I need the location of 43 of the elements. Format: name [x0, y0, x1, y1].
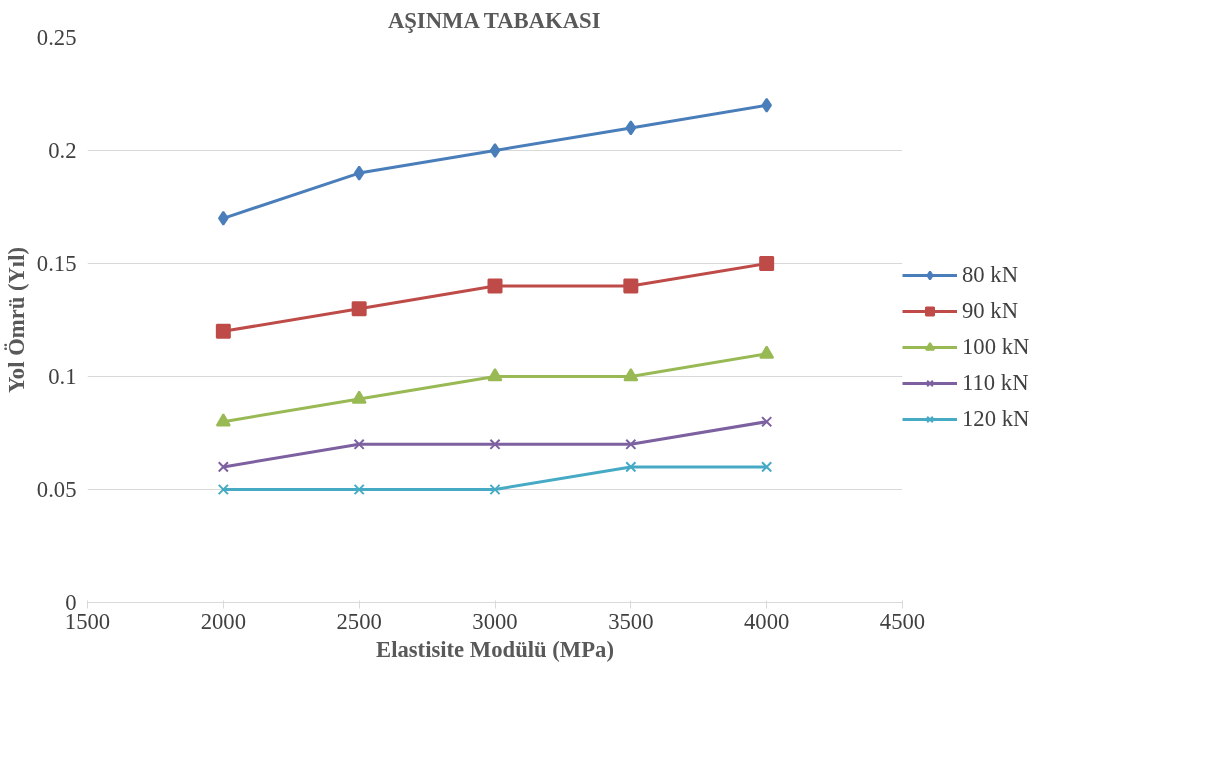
point	[759, 256, 775, 271]
y-tick-label: 0.15	[36, 251, 77, 276]
y-tick-label: 0.25	[36, 25, 77, 50]
y-tick-label: 0.2	[48, 138, 77, 163]
point	[489, 438, 501, 450]
point	[351, 301, 367, 317]
y-tick-label: 0	[65, 590, 77, 615]
point	[489, 483, 501, 496]
chart-title: AŞINMA TABAKASI	[387, 7, 601, 33]
x-tick-label: 3000	[472, 608, 518, 634]
point	[215, 413, 231, 427]
point	[487, 278, 503, 294]
point	[487, 367, 503, 382]
point	[759, 345, 775, 359]
legend-label: 90 kN	[962, 298, 1019, 324]
y-tick-label: 0.1	[48, 364, 77, 389]
x-axis-title: Elastisite Modülü (MPa)	[376, 636, 614, 662]
legend-label: 80 kN	[962, 262, 1019, 288]
point	[623, 278, 639, 294]
point	[353, 165, 365, 181]
x-tick-label: 3500	[608, 608, 654, 634]
point	[215, 323, 231, 339]
point	[217, 461, 229, 473]
point	[625, 120, 637, 136]
point	[761, 416, 773, 428]
point	[625, 461, 637, 473]
point	[351, 390, 367, 404]
x-tick-label: 2000	[200, 608, 246, 634]
point	[217, 483, 229, 496]
point	[625, 438, 637, 450]
legend-label: 110 kN	[962, 370, 1029, 396]
point	[761, 461, 773, 473]
legend-label: 100 kN	[962, 334, 1030, 360]
point	[623, 367, 639, 382]
legend-label: 120 kN	[962, 406, 1030, 432]
x-tick-label: 2500	[336, 608, 382, 634]
point	[353, 438, 365, 450]
y-axis-title: Yol Ömrü (Yıl)	[3, 247, 29, 393]
point	[353, 483, 365, 496]
x-tick-label: 4500	[879, 608, 926, 634]
y-tick-label: 0.05	[36, 477, 77, 502]
point	[489, 143, 501, 158]
x-tick-label: 4000	[744, 608, 790, 634]
